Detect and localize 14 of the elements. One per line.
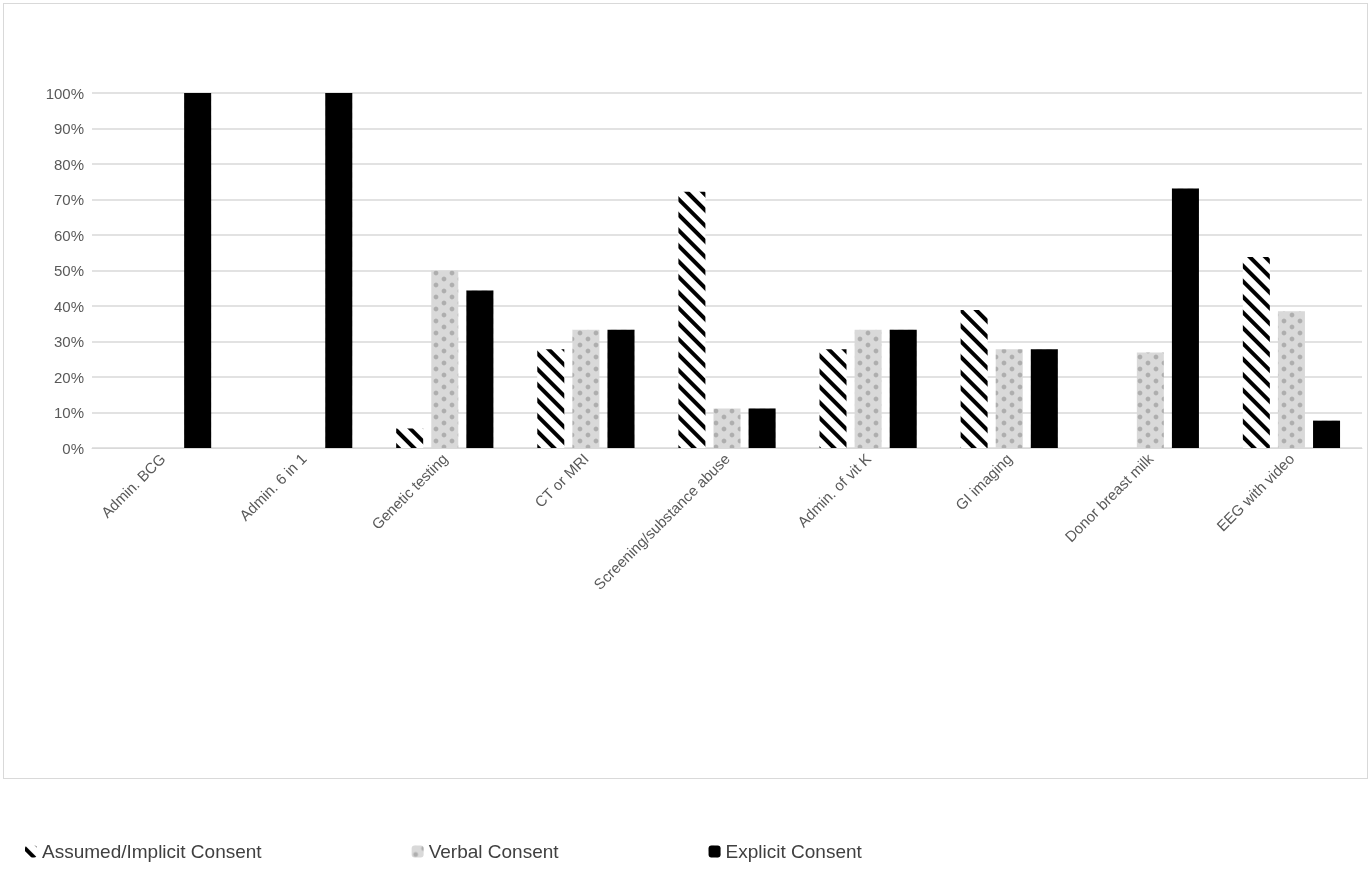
- y-tick-label: 80%: [53, 155, 84, 173]
- y-tick-label: 50%: [53, 262, 84, 279]
- y-tick-label: 60%: [53, 226, 84, 244]
- legend-label: Assumed/Implicit Consent: [42, 841, 263, 862]
- legend-label: Explicit Consent: [725, 841, 863, 862]
- y-tick-label: 0%: [62, 439, 84, 457]
- y-tick-label: 30%: [53, 333, 84, 350]
- legend-label: Verbal Consent: [428, 841, 560, 862]
- y-tick-label: 100%: [45, 84, 84, 102]
- y-tick-label: 40%: [53, 297, 84, 315]
- y-tick-label: 10%: [53, 404, 84, 421]
- y-tick-label: 70%: [53, 191, 84, 208]
- y-tick-label: 20%: [53, 368, 84, 386]
- y-tick-label: 90%: [53, 120, 84, 137]
